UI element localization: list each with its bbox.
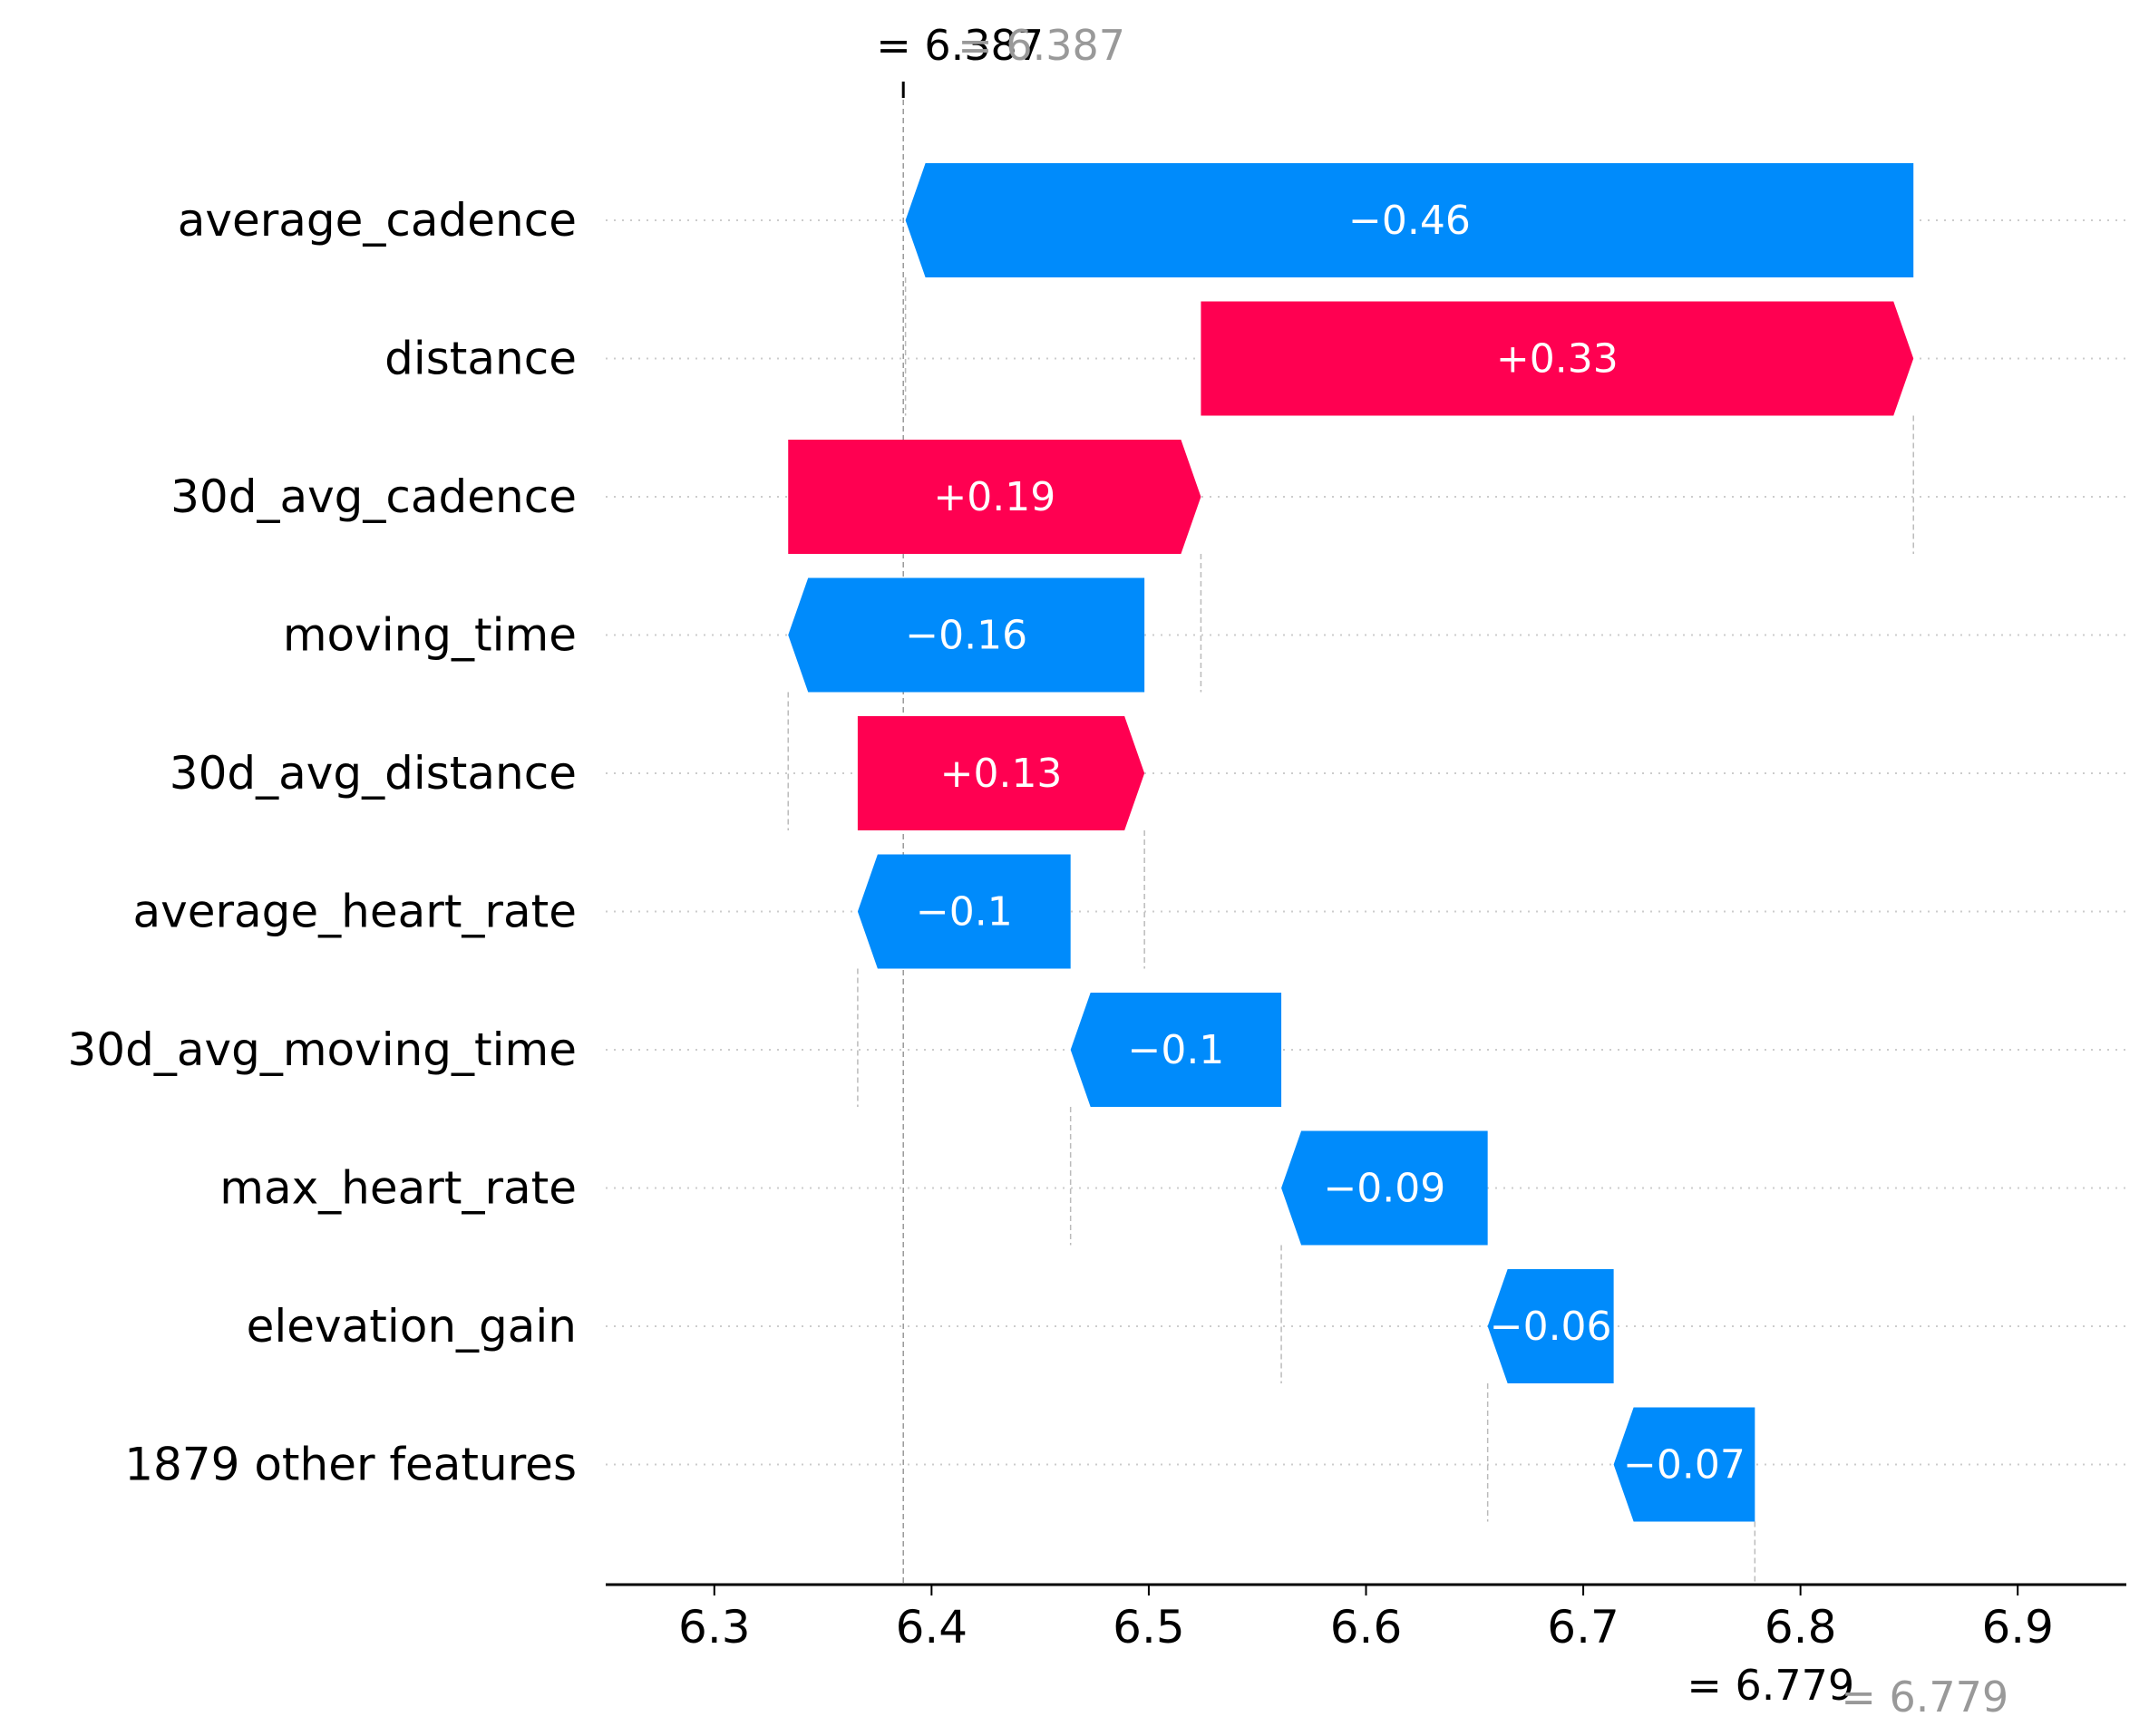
bar-value-label: −0.09 [1323,1166,1445,1212]
feature-label: distance [384,333,577,385]
feature-label: elevation_gain [247,1300,577,1353]
feature-label: average_cadence [178,194,577,247]
bar-30d_avg_moving_time [1070,993,1282,1107]
bar-value-label: −0.1 [916,889,1013,936]
bar-value-label: +0.33 [1496,336,1619,383]
x-tick-label: 6.5 [1113,1601,1185,1654]
feature-label: 1879 other features [124,1439,577,1491]
feature-label: moving_time [283,609,577,662]
feature-label: average_heart_rate [132,886,577,938]
output-value-label: = 6.779 [1687,1661,1854,1710]
bar-elevation_gain [1487,1269,1614,1383]
bar-average_cadence [905,163,1914,277]
bar-30d_avg_cadence [788,440,1201,554]
bar-average_heart_rate [857,854,1071,969]
bar-moving_time [788,577,1145,693]
bar-value-label: −0.16 [905,613,1027,659]
x-tick-label: 6.4 [896,1601,968,1654]
feature-label: 30d_avg_cadence [170,470,577,523]
x-tick-label: 6.3 [678,1601,751,1654]
bar-distance [1201,301,1914,416]
x-tick-label: 6.7 [1547,1601,1619,1654]
base-value-label: = 6.387 [876,21,1044,70]
bar-1879-other-features [1613,1407,1755,1522]
feature-label: max_heart_rate [219,1162,577,1215]
x-tick-label: 6.6 [1330,1601,1403,1654]
output-value-label-ghost: = 6.779 [1841,1673,2008,1721]
bar-value-label: −0.46 [1348,198,1471,244]
bar-30d_avg_distance [857,716,1145,830]
bar-value-label: −0.07 [1623,1442,1745,1489]
bar-max_heart_rate [1281,1130,1488,1246]
bar-value-label: −0.1 [1127,1027,1224,1073]
bar-value-label: +0.19 [933,474,1055,520]
bar-value-label: +0.13 [940,751,1063,797]
feature-label: 30d_avg_moving_time [68,1023,578,1076]
base-value-label-ghost: = 6.387 [958,21,1125,70]
x-tick-label: 6.9 [1981,1601,2054,1654]
bar-value-label: −0.06 [1490,1304,1612,1350]
feature-label: 30d_avg_distance [170,747,577,800]
x-tick-label: 6.8 [1765,1601,1837,1654]
